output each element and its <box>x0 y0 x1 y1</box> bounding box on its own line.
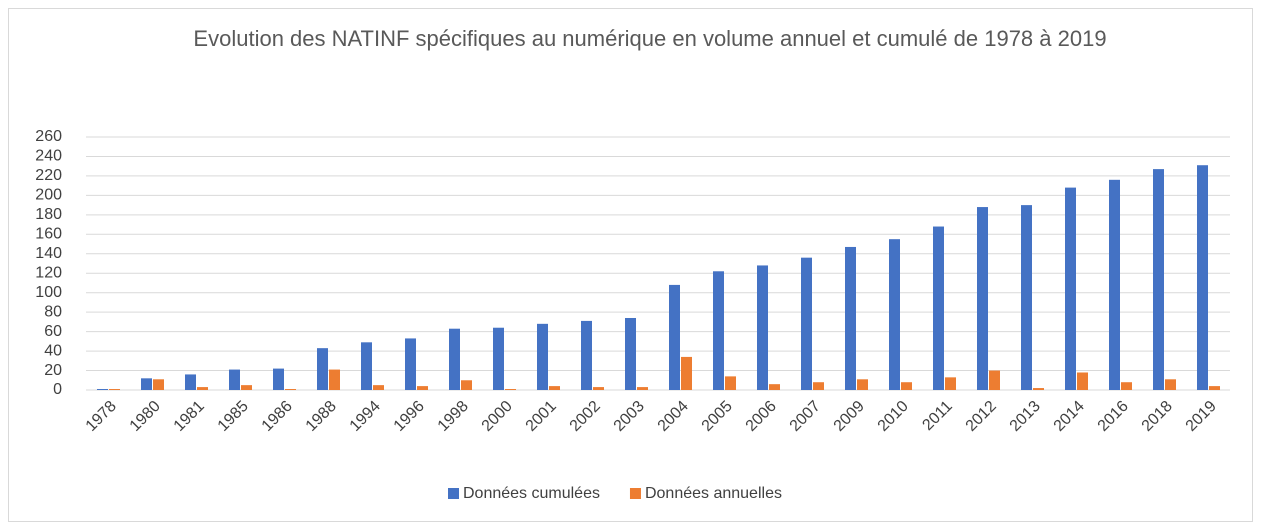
bar <box>109 389 120 390</box>
bar <box>361 342 372 390</box>
bar <box>1209 386 1220 390</box>
y-tick-label: 200 <box>35 187 62 204</box>
bar <box>285 389 296 390</box>
legend-label: Données annuelles <box>645 485 782 502</box>
bar <box>373 385 384 390</box>
bar <box>857 379 868 390</box>
bar <box>637 387 648 390</box>
y-tick-label: 160 <box>35 226 62 243</box>
bar <box>669 284 680 390</box>
chart-title: Evolution des NATINF spécifiques au numé… <box>193 26 1107 51</box>
legend-swatch <box>629 488 641 499</box>
bar <box>153 379 164 390</box>
bar <box>537 323 548 390</box>
bar <box>1065 187 1076 390</box>
bar <box>417 386 428 390</box>
y-tick-label: 100 <box>35 284 62 301</box>
y-tick-label: 120 <box>35 264 62 281</box>
bar <box>1121 382 1132 390</box>
bar <box>141 378 152 390</box>
y-tick-label: 80 <box>44 303 62 320</box>
bar <box>901 382 912 390</box>
bar <box>1153 169 1164 390</box>
bar <box>317 348 328 390</box>
bar <box>197 387 208 390</box>
y-tick-label: 220 <box>35 167 62 184</box>
legend-label: Données cumulées <box>463 485 600 502</box>
y-tick-label: 260 <box>35 128 62 145</box>
bar <box>945 377 956 390</box>
bar <box>461 380 472 390</box>
bar <box>549 386 560 390</box>
bar <box>1021 205 1032 390</box>
bar <box>681 356 692 390</box>
y-tick-label: 60 <box>44 323 62 340</box>
bar <box>889 239 900 390</box>
bar <box>625 317 636 390</box>
bar <box>273 368 284 390</box>
y-tick-label: 140 <box>35 245 62 262</box>
chart-border <box>8 8 1253 522</box>
bar <box>1033 388 1044 390</box>
bar <box>713 271 724 390</box>
bar <box>933 226 944 390</box>
bar <box>1077 372 1088 390</box>
bar <box>1197 165 1208 390</box>
legend-swatch <box>448 488 459 499</box>
bar <box>581 320 592 390</box>
bar <box>757 265 768 390</box>
bar <box>241 385 252 390</box>
bar <box>1109 179 1120 390</box>
bar <box>229 369 240 390</box>
y-tick-label: 180 <box>35 206 62 223</box>
bar <box>769 384 780 390</box>
bar <box>989 370 1000 390</box>
bar <box>449 328 460 390</box>
bar <box>593 387 604 390</box>
bar <box>845 246 856 390</box>
bar <box>801 257 812 390</box>
y-tick-label: 0 <box>53 381 62 398</box>
bar <box>405 338 416 390</box>
bar <box>1165 379 1176 390</box>
bar <box>725 376 736 390</box>
y-tick-label: 20 <box>44 362 62 379</box>
bar <box>493 327 504 390</box>
bar <box>505 389 516 390</box>
bar <box>813 382 824 390</box>
bar <box>977 207 988 390</box>
bar <box>329 369 340 390</box>
bar <box>185 374 196 390</box>
bar <box>97 389 108 390</box>
y-tick-label: 40 <box>44 342 62 359</box>
y-tick-label: 240 <box>35 148 62 165</box>
